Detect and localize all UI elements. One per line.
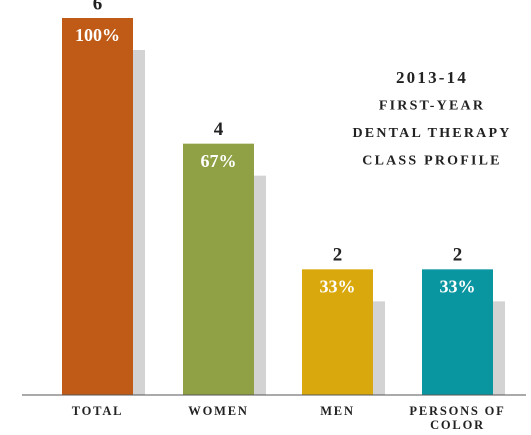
bar <box>62 18 133 395</box>
count-label: 6 <box>93 0 103 14</box>
chart-title: DENTAL THERAPY <box>352 126 511 141</box>
percent-label: 67% <box>201 151 237 171</box>
chart-title: FIRST-YEAR <box>379 99 485 114</box>
category-label: WOMEN <box>188 404 249 418</box>
count-label: 4 <box>214 119 224 140</box>
category-label: PERSONS OF COLOR <box>409 404 506 432</box>
bar <box>183 143 254 395</box>
percent-label: 100% <box>75 25 120 45</box>
chart-title: 2013-14 <box>396 68 468 87</box>
bar <box>422 269 493 395</box>
bar <box>302 269 373 395</box>
percent-label: 33% <box>320 276 356 296</box>
percent-label: 33% <box>440 276 476 296</box>
chart-title: CLASS PROFILE <box>362 154 501 169</box>
count-label: 2 <box>333 245 343 266</box>
category-label: MEN <box>320 404 355 418</box>
category-label: TOTAL <box>71 404 124 418</box>
count-label: 2 <box>453 245 463 266</box>
